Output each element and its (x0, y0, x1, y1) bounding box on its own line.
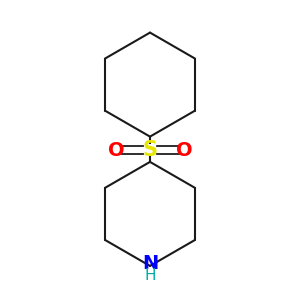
Text: O: O (107, 140, 124, 160)
Text: O: O (176, 140, 193, 160)
Text: S: S (142, 140, 158, 160)
Text: H: H (144, 268, 156, 283)
Text: N: N (142, 254, 158, 273)
